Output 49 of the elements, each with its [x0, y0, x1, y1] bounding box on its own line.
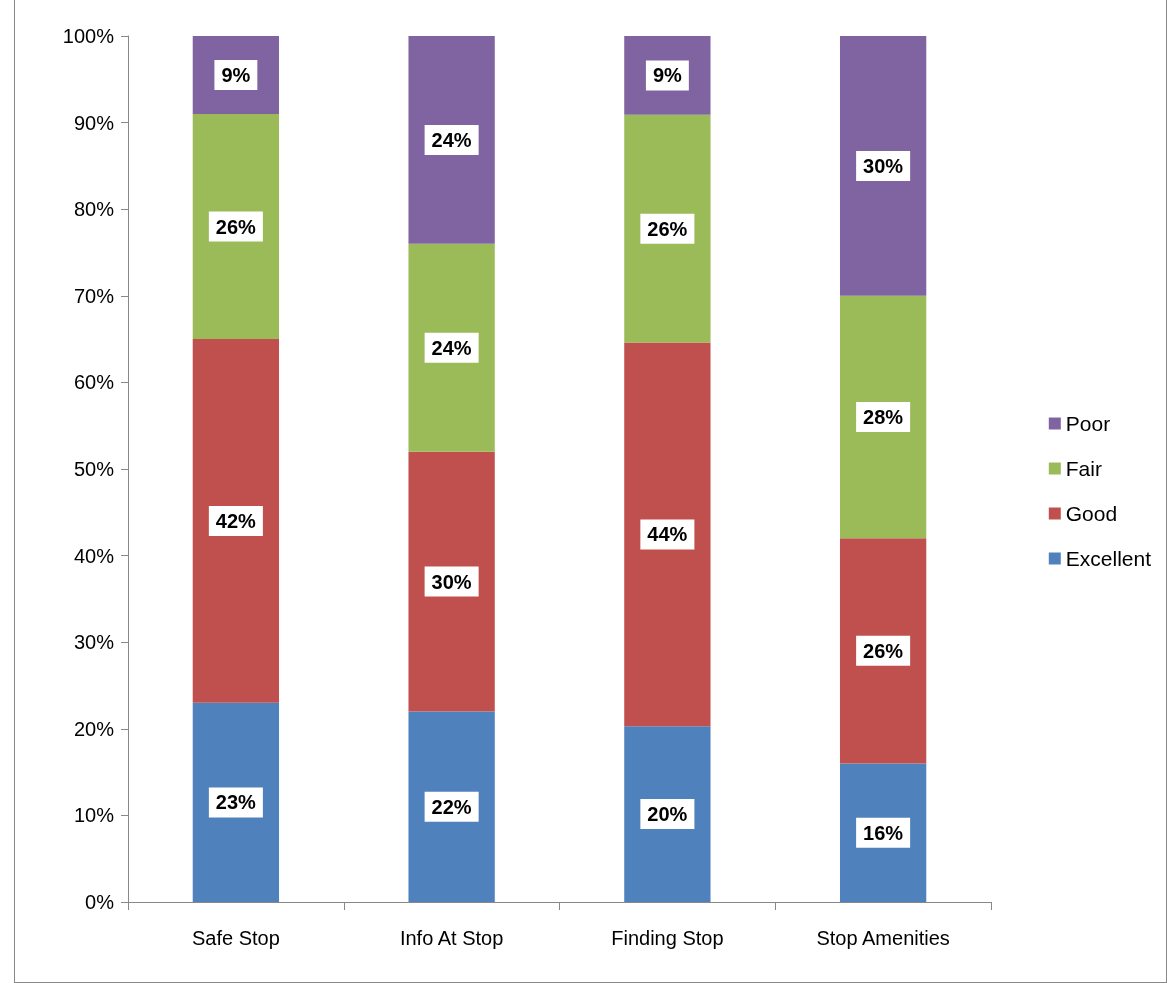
legend-label: Poor — [1065, 412, 1111, 435]
bar — [624, 114, 711, 343]
y-tick-label: 10% — [73, 804, 115, 827]
bar — [408, 711, 495, 902]
y-tick-label: 40% — [73, 544, 115, 567]
data-label: 30% — [863, 154, 904, 177]
bar — [192, 113, 280, 340]
data-label: 42% — [215, 509, 257, 532]
data-label: 26% — [863, 639, 904, 662]
bar — [192, 702, 280, 902]
bar — [839, 36, 927, 296]
legend-label: Good — [1065, 502, 1118, 525]
y-tick-label: 20% — [73, 717, 115, 740]
data-label: 23% — [215, 791, 257, 814]
bar — [839, 295, 927, 539]
bar — [408, 451, 495, 712]
data-label: 30% — [431, 570, 472, 593]
y-tick-label: 50% — [73, 458, 115, 480]
legend-label: Excellent — [1065, 547, 1152, 570]
legend-label: Fair — [1065, 457, 1102, 480]
data-label: 16% — [863, 821, 904, 844]
data-label: 24% — [431, 336, 472, 359]
data-label: 22% — [431, 795, 472, 818]
bar — [624, 726, 711, 902]
bar — [408, 243, 495, 452]
x-tick-label: Info At Stop — [399, 927, 504, 949]
y-tick-label: 80% — [73, 198, 115, 221]
bar — [192, 339, 280, 703]
bar — [624, 342, 711, 727]
data-label: 44% — [647, 523, 688, 546]
y-tick-label: 60% — [73, 371, 115, 394]
y-tick-label: 30% — [73, 631, 115, 654]
y-tick-label: 100% — [62, 25, 115, 47]
x-tick-label: Stop Amenities — [816, 927, 950, 949]
x-tick-label: Finding Stop — [611, 927, 724, 949]
data-label: 9% — [221, 63, 251, 86]
data-label: 24% — [431, 128, 472, 151]
y-tick-label: 0% — [85, 891, 115, 913]
y-tick-label: 90% — [73, 111, 115, 134]
x-tick-label: Safe Stop — [191, 927, 280, 949]
data-label: 20% — [647, 803, 688, 826]
data-label: 9% — [652, 64, 683, 87]
y-tick-label: 70% — [73, 284, 115, 307]
bar — [839, 538, 927, 764]
bar — [839, 763, 927, 902]
bar — [408, 36, 495, 244]
data-label: 26% — [647, 217, 688, 240]
data-label: 26% — [215, 215, 257, 238]
data-label: 28% — [863, 406, 904, 429]
